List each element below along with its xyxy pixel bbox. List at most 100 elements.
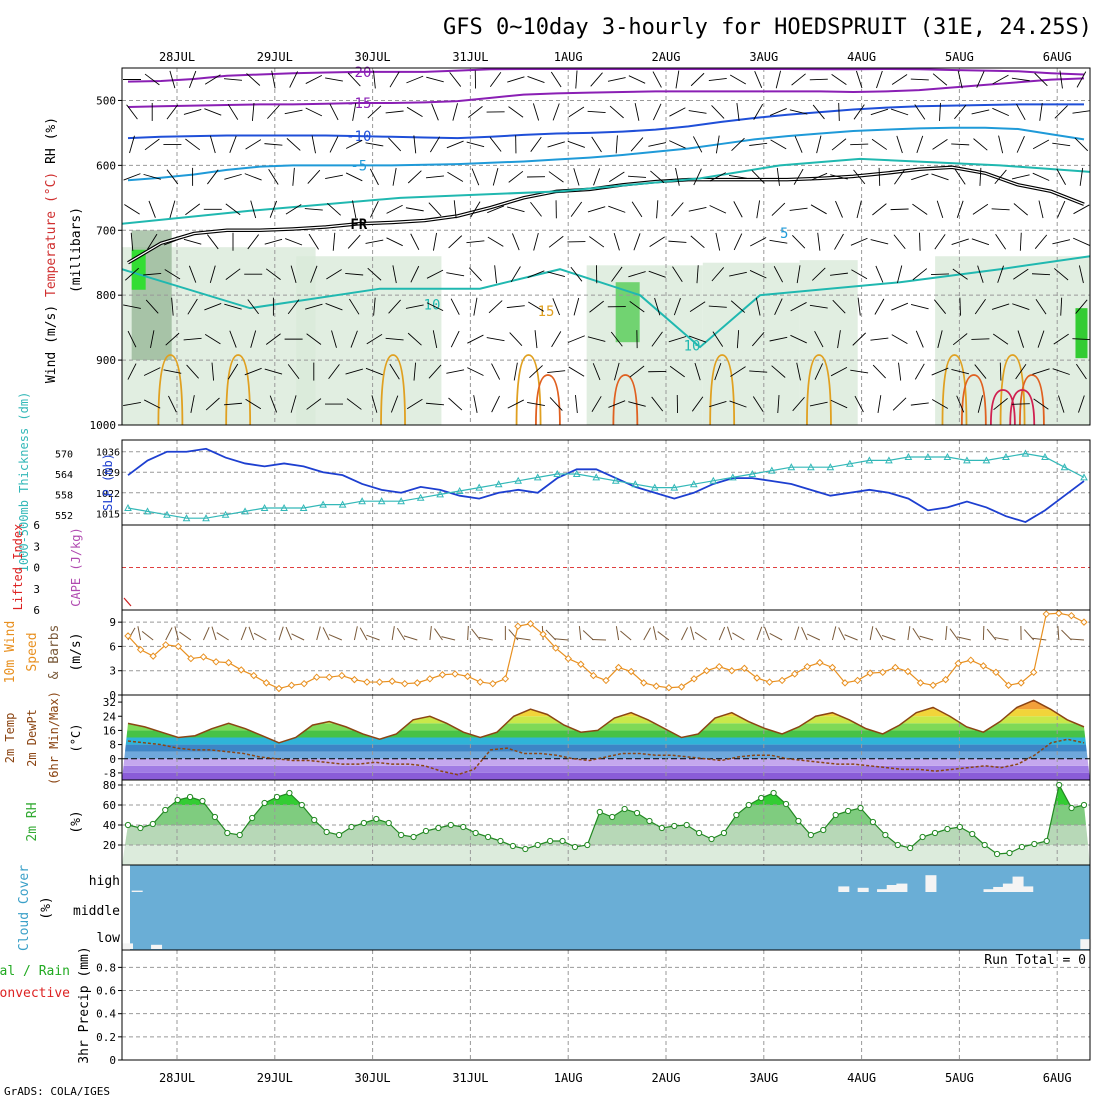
wind-barb: [810, 172, 828, 181]
cloud-bar-high: [877, 889, 889, 892]
wind-barb: [405, 304, 424, 309]
wind-barb: [790, 334, 807, 344]
rh-marker: [435, 824, 442, 832]
wind-barb: [385, 110, 404, 114]
wind-barb: [910, 78, 929, 81]
wind-barb: [872, 203, 887, 216]
thickness-marker: [728, 473, 737, 481]
date-label-bottom: 31JUL: [452, 1071, 488, 1085]
wind-barb: [290, 395, 297, 413]
wind-barb: [527, 270, 545, 279]
y-axis-title-part: (m/s): [69, 632, 84, 671]
rh-marker: [770, 789, 777, 797]
thickness-marker: [689, 480, 698, 488]
cloud-level-label: high: [89, 874, 120, 889]
wind-barb: [209, 135, 216, 154]
wind-barb: [125, 267, 139, 281]
wind-barb: [428, 202, 442, 217]
date-label-top: 2AUG: [652, 50, 681, 64]
wind-barb: [223, 78, 243, 81]
rh-marker: [956, 823, 963, 831]
rh-marker: [124, 821, 132, 829]
wind-speed-marker: [790, 670, 799, 678]
wind-barb: [365, 142, 384, 147]
y-axis-title-part: (6hr Min/Max): [47, 691, 61, 785]
contour-label: 5: [780, 226, 788, 242]
wind-barb: [915, 330, 924, 348]
wind-barb: [124, 204, 140, 215]
wind-barb: [287, 364, 300, 380]
wind-barb: [1039, 102, 1043, 121]
wind-barb: [352, 103, 357, 121]
wind-barb: [506, 305, 525, 309]
wind-barb: [388, 299, 401, 314]
wind-barb-10m: [1023, 629, 1035, 641]
wind-barb: [1038, 200, 1044, 219]
wind-barb: [129, 135, 135, 154]
rh-marker: [1043, 837, 1050, 845]
thickness-marker: [1002, 452, 1010, 460]
wind-barb: [608, 400, 626, 408]
wind-barb: [634, 103, 640, 121]
temp-color-band: [122, 702, 1090, 710]
wind-barb: [489, 137, 502, 152]
wind-barb: [473, 297, 478, 316]
wind-barb-10m: [615, 626, 620, 641]
rh-shading: [586, 265, 703, 425]
wind-barb: [751, 170, 765, 184]
rh-marker: [981, 841, 988, 849]
wind-barb: [227, 104, 239, 120]
thickness-marker: [475, 483, 484, 491]
wind-barb-10m: [652, 626, 657, 641]
thickness-marker: [631, 480, 640, 488]
wind-speed-marker: [866, 669, 874, 677]
wind-barb: [933, 299, 947, 314]
wind-barb: [165, 332, 180, 346]
wind-tick-label: 0: [109, 689, 116, 702]
wind-barb: [1052, 142, 1071, 147]
wind-barb: [1011, 403, 1030, 405]
wind-barb: [410, 233, 420, 250]
wind-barb: [1017, 330, 1025, 348]
wind-barb: [567, 335, 585, 343]
wind-barb: [575, 70, 578, 89]
wind-barb: [630, 137, 644, 152]
wind-barb: [614, 362, 620, 381]
temp-color-band: [122, 700, 1090, 703]
wind-barb-10m: [391, 626, 395, 641]
pressure-tick-label: 500: [96, 94, 116, 107]
wind-barb: [224, 303, 242, 310]
wind-barb: [991, 303, 1010, 310]
wind-barb: [450, 298, 460, 315]
precip-tick-label: 0: [109, 1054, 116, 1067]
thickness-slp-frame: [121, 439, 1091, 526]
wind-speed-marker: [941, 675, 950, 684]
wind-speed-marker: [778, 676, 786, 685]
wind-speed-marker: [916, 679, 925, 687]
wind-barb: [587, 336, 606, 342]
wind-barb: [530, 136, 542, 152]
wind-barb: [830, 399, 848, 409]
wind-barb: [491, 363, 501, 380]
wind-barb-10m: [582, 630, 594, 641]
wind-barb: [373, 297, 376, 316]
wind-barb: [690, 235, 705, 249]
wind-barb: [714, 362, 722, 381]
rh-marker: [484, 833, 492, 841]
wind-barb-10m: [957, 636, 971, 641]
wind-barb-10m: [806, 633, 821, 641]
wind-barb: [894, 169, 906, 185]
y-axis-title: (m/s): [69, 632, 84, 671]
wind-barb: [830, 366, 848, 377]
wind-barb: [675, 167, 680, 186]
wind-barb: [127, 330, 137, 348]
wind-barb: [292, 167, 295, 186]
wind-barb: [1075, 363, 1087, 380]
wind-barb-10m: [328, 634, 343, 641]
wind-barb-10m: [165, 627, 173, 641]
wind-speed-marker: [640, 679, 648, 687]
wind-barb: [875, 265, 884, 283]
wind-barb: [1019, 232, 1022, 251]
rh-marker: [261, 799, 268, 807]
rh-tick-label: 60: [103, 799, 116, 812]
